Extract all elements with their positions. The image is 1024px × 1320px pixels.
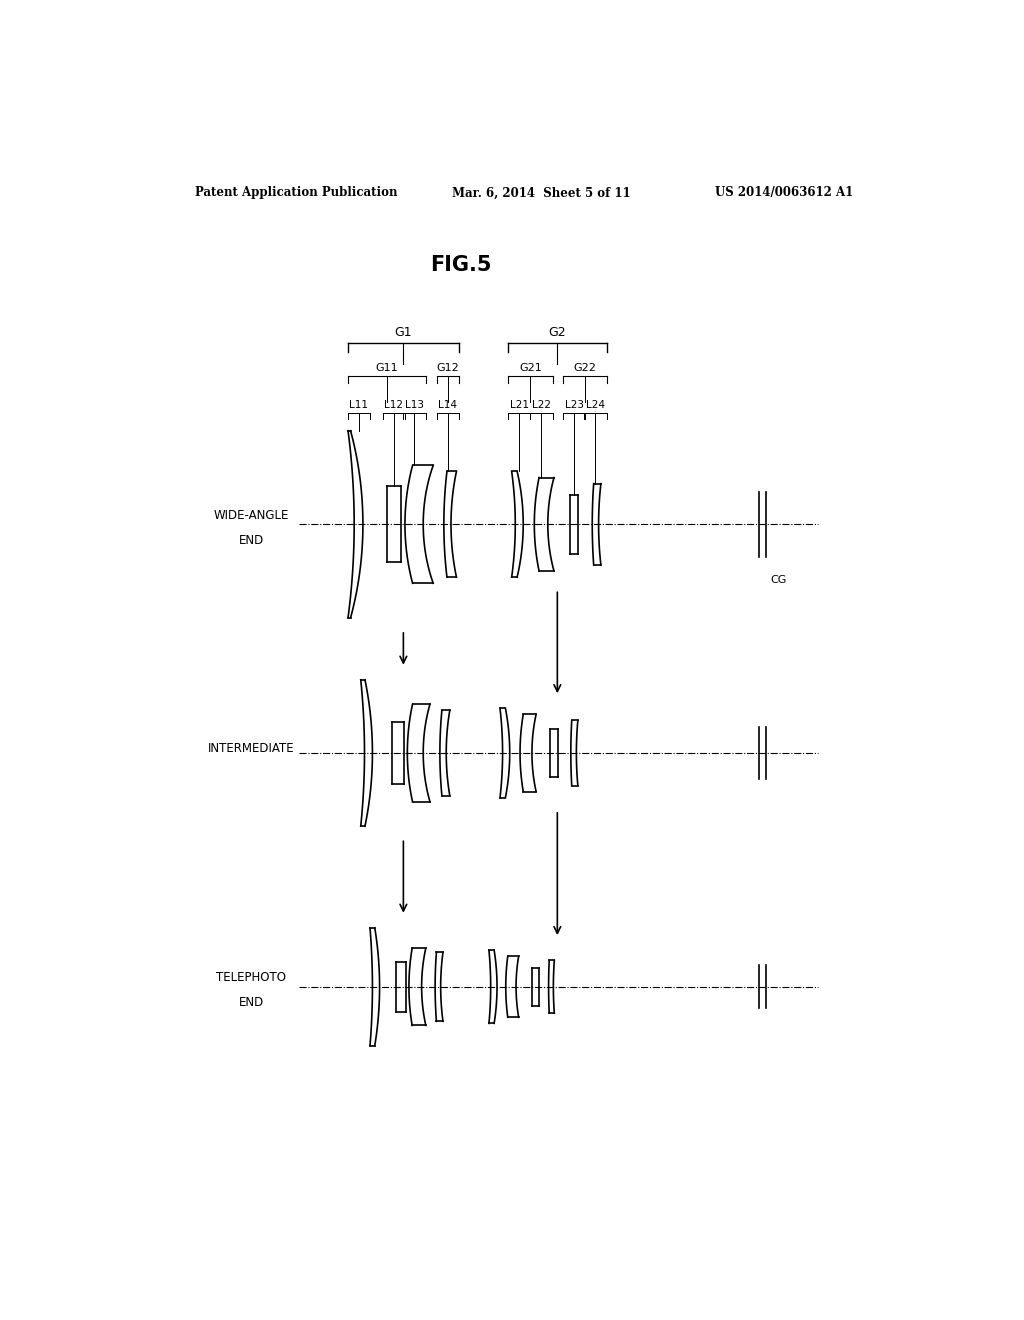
Text: INTERMEDIATE: INTERMEDIATE <box>208 742 294 755</box>
Text: WIDE-ANGLE: WIDE-ANGLE <box>213 508 289 521</box>
Text: L24: L24 <box>586 400 605 411</box>
Text: G22: G22 <box>573 363 596 372</box>
Text: L11: L11 <box>349 400 369 411</box>
Text: END: END <box>239 535 263 546</box>
Text: US 2014/0063612 A1: US 2014/0063612 A1 <box>715 186 854 199</box>
Text: L21: L21 <box>510 400 528 411</box>
Text: L22: L22 <box>531 400 551 411</box>
Text: G21: G21 <box>519 363 542 372</box>
Text: G1: G1 <box>394 326 413 339</box>
Text: CG: CG <box>771 576 787 585</box>
Text: END: END <box>239 995 263 1008</box>
Text: L14: L14 <box>438 400 458 411</box>
Text: TELEPHOTO: TELEPHOTO <box>216 972 286 985</box>
Text: Patent Application Publication: Patent Application Publication <box>196 186 398 199</box>
Text: L13: L13 <box>404 400 424 411</box>
Text: G11: G11 <box>376 363 398 372</box>
Text: Mar. 6, 2014  Sheet 5 of 11: Mar. 6, 2014 Sheet 5 of 11 <box>452 186 631 199</box>
Text: G2: G2 <box>549 326 566 339</box>
Text: FIG.5: FIG.5 <box>430 255 493 275</box>
Text: G12: G12 <box>436 363 459 372</box>
Text: L12: L12 <box>384 400 403 411</box>
Text: L23: L23 <box>564 400 584 411</box>
